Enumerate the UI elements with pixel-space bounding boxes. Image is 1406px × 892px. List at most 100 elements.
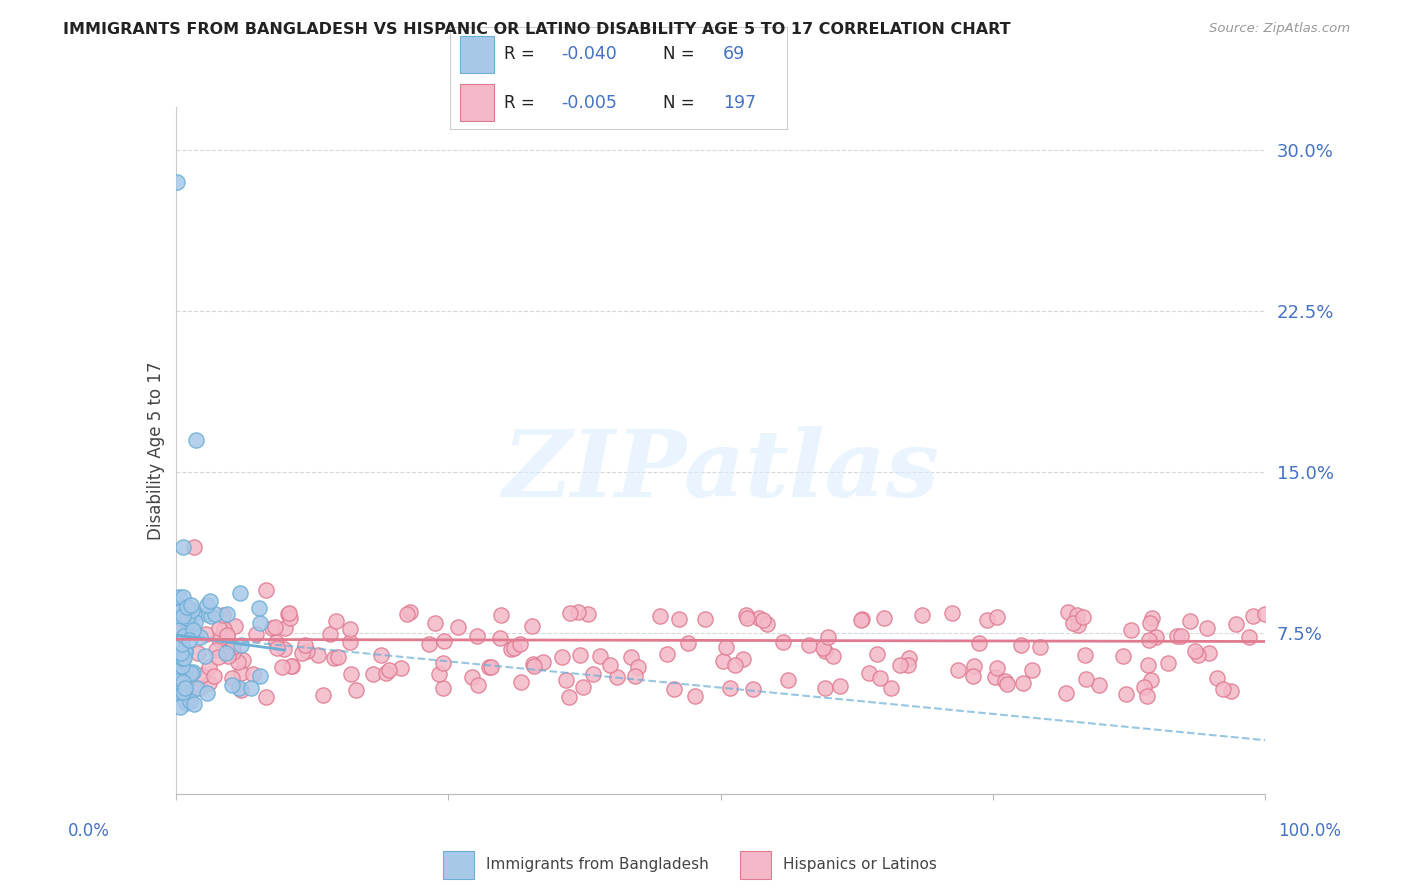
Text: -0.040: -0.040 <box>561 45 617 63</box>
Point <box>200 593 222 607</box>
Point <box>1054 686 1077 700</box>
Point <box>395 607 418 621</box>
Point <box>177 633 200 648</box>
Point <box>664 681 686 696</box>
Point <box>499 642 522 657</box>
Point <box>165 626 187 640</box>
Point <box>735 607 758 622</box>
Point <box>752 613 775 627</box>
Point <box>733 651 755 665</box>
Point <box>215 628 238 642</box>
Point <box>1137 632 1160 647</box>
Point <box>823 648 845 663</box>
Point <box>581 666 603 681</box>
Point <box>247 601 270 615</box>
Point <box>202 669 225 683</box>
Point <box>1074 672 1097 686</box>
Point <box>242 666 264 681</box>
Point <box>711 654 734 668</box>
Point <box>215 607 238 621</box>
Point <box>963 658 986 673</box>
Point <box>249 616 271 631</box>
Point <box>1133 680 1156 694</box>
Point <box>323 651 346 665</box>
Point <box>170 646 193 660</box>
Point <box>167 673 190 688</box>
Point <box>183 697 205 711</box>
Point <box>174 681 197 695</box>
Point <box>509 637 531 651</box>
Point <box>460 670 482 684</box>
Point <box>200 609 222 624</box>
Point <box>170 637 193 651</box>
Point <box>676 636 699 650</box>
Point <box>568 648 591 663</box>
Point <box>797 638 820 652</box>
Point <box>851 612 873 626</box>
Point <box>668 612 690 626</box>
Point <box>172 590 194 604</box>
FancyBboxPatch shape <box>460 84 494 121</box>
Point <box>281 659 304 673</box>
Point <box>173 612 195 626</box>
Point <box>606 670 628 684</box>
Text: Immigrants from Bangladesh: Immigrants from Bangladesh <box>486 857 709 872</box>
Point <box>558 690 581 704</box>
Point <box>294 639 316 653</box>
Point <box>941 606 963 620</box>
Point <box>522 619 544 633</box>
Point <box>897 658 920 673</box>
Point <box>176 611 198 625</box>
Point <box>173 643 195 657</box>
Point <box>1140 673 1163 687</box>
Point <box>683 690 706 704</box>
Point <box>1071 610 1094 624</box>
Point <box>181 665 204 679</box>
Point <box>378 663 401 677</box>
Point <box>184 615 207 629</box>
Point <box>229 682 252 697</box>
Point <box>1139 616 1161 631</box>
Point <box>180 619 202 633</box>
Point <box>446 620 468 634</box>
Point <box>179 616 201 631</box>
Point <box>946 663 969 677</box>
Point <box>1241 608 1264 623</box>
Point <box>911 607 934 622</box>
Point <box>271 659 294 673</box>
FancyBboxPatch shape <box>443 851 474 879</box>
Point <box>170 661 193 675</box>
Point <box>967 635 990 649</box>
Point <box>165 670 187 684</box>
Point <box>423 616 446 631</box>
Point <box>510 674 533 689</box>
Point <box>718 681 741 695</box>
Point <box>1057 605 1080 619</box>
Point <box>873 610 896 624</box>
Point <box>817 631 839 645</box>
Point <box>264 620 287 634</box>
Point <box>172 685 194 699</box>
Point <box>748 610 770 624</box>
Point <box>187 646 209 660</box>
Point <box>181 603 204 617</box>
Point <box>889 658 911 673</box>
Point <box>167 624 190 638</box>
Point <box>599 657 621 672</box>
Point <box>1012 676 1035 690</box>
Point <box>772 635 794 649</box>
Point <box>183 624 205 638</box>
Point <box>173 683 195 698</box>
Point <box>962 668 984 682</box>
Text: R =: R = <box>503 45 540 63</box>
Point <box>274 621 297 635</box>
Point <box>1166 629 1188 643</box>
Point <box>222 640 245 655</box>
Text: ZIPatlas: ZIPatlas <box>502 426 939 516</box>
Point <box>167 590 190 604</box>
Point <box>266 641 288 656</box>
Point <box>194 648 217 663</box>
Point <box>742 681 765 696</box>
Point <box>177 621 200 635</box>
Text: IMMIGRANTS FROM BANGLADESH VS HISPANIC OR LATINO DISABILITY AGE 5 TO 17 CORRELAT: IMMIGRANTS FROM BANGLADESH VS HISPANIC O… <box>63 22 1011 37</box>
